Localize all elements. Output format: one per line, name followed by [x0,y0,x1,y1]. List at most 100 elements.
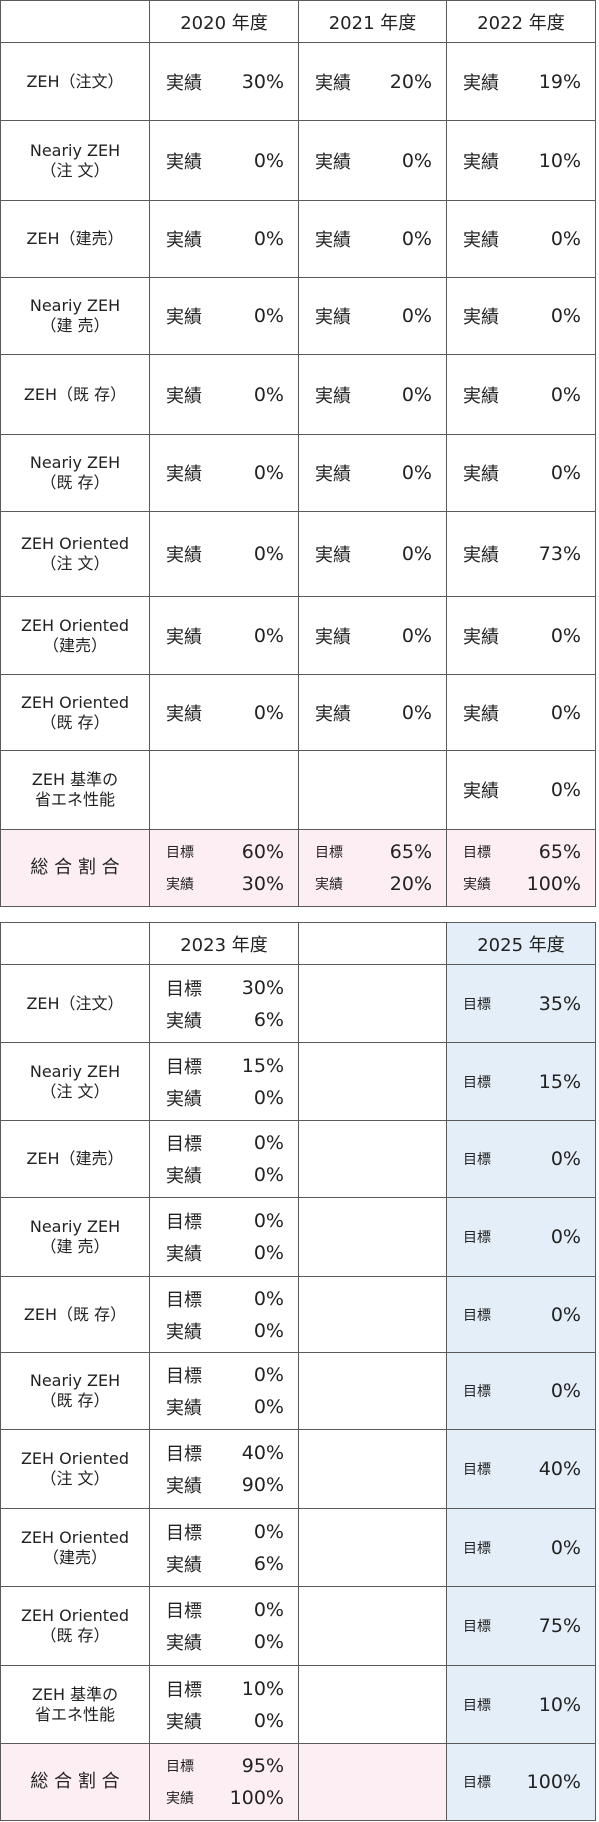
value-percent: 0% [253,543,284,565]
year-cell: 実績 0% [446,277,596,355]
empty-cell [298,1276,447,1353]
value-percent: 95% [241,1755,284,1777]
value-percent: 0% [253,1287,284,1310]
empty-cell [298,1042,447,1121]
year-2023-cell: 目標 15% 実績 0% [149,1042,299,1121]
year-cell: 実績 0% [149,200,299,278]
value-kind: 目標 [166,845,194,861]
value-kind: 目標 [166,1679,202,1701]
result-row: 実績 100% [447,871,595,897]
header-row: 2023 年度 2025 年度 [0,922,596,965]
value-row: 実績 0% [447,623,595,649]
target-row: 目標 95% [150,1753,298,1779]
row-label: ZEH Oriented （既 存） [0,674,150,751]
value-percent: 0% [401,383,432,406]
value-kind: 実績 [315,703,351,725]
year-2023-cell: 目標 0% 実績 6% [149,1508,299,1587]
target-row: 目標 0% [447,1380,595,1402]
year-cell: 実績 0% [446,434,596,512]
table-row: Neariy ZEH （既 存） 実績 0% 実績 0% 実績 0% [0,434,596,512]
result-row: 実績 0% [150,1162,298,1188]
year-cell: 実績 0% [298,674,447,751]
table-row: ZEH（注文） 目標 30% 実績 6% 目標 35% [0,964,596,1043]
row-label-line: ZEH（既 存） [23,1304,127,1324]
value-percent: 0% [253,305,284,327]
value-kind: 目標 [463,1775,491,1791]
value-kind: 目標 [463,1384,491,1400]
value-row: 実績 0% [150,541,298,567]
value-percent: 0% [253,1210,284,1232]
year-2025-cell: 目標 0% [446,1120,596,1198]
value-kind: 目標 [166,1444,202,1465]
value-row: 実績 0% [150,382,298,408]
target-row: 目標 65% [299,839,446,865]
value-row: 実績 0% [299,700,446,726]
target-result-pair: 目標 60% 実績 30% [150,839,298,897]
year-2023-cell: 目標 0% 実績 0% [149,1120,299,1198]
value-kind: 実績 [463,72,499,94]
value-kind: 実績 [166,307,202,328]
value-kind: 実績 [166,703,202,725]
value-percent: 0% [401,149,432,172]
target-result-pair: 目標 0% 実績 0% [150,1286,298,1344]
header-empty [298,922,447,965]
value-kind: 実績 [315,545,351,566]
row-label-line: ZEH Oriented [20,534,130,553]
value-kind: 実績 [166,1476,202,1497]
row-label-line: （建 売） [40,1237,110,1256]
table-row: ZEH（注文） 実績 30% 実績 20% 実績 19% [0,42,596,121]
value-percent: 0% [253,624,284,647]
target-row: 目標 0% [447,1148,595,1170]
value-percent: 0% [550,701,581,724]
row-label: ZEH 基準の 省エネ性能 [0,750,150,830]
result-row: 実績 30% [150,871,298,897]
value-percent: 0% [253,462,284,484]
row-label: ZEH（既 存） [0,354,150,435]
value-kind: 実績 [315,72,351,94]
row-label-line: （注 文） [40,1081,110,1101]
table-row: ZEH（建売） 目標 0% 実績 0% 目標 0% [0,1120,596,1198]
value-kind: 実績 [166,1791,194,1807]
table-row: Neariy ZEH （建 売） 目標 0% 実績 0% 目標 0% [0,1197,596,1277]
value-kind: 実績 [166,545,202,566]
row-label-line: 省エネ性能 [34,1704,115,1724]
value-row: 実績 0% [299,460,446,486]
value-row: 実績 0% [299,623,446,649]
year-cell: 実績 0% [298,434,447,512]
table-row: ZEH Oriented （既 存） 実績 0% 実績 0% 実績 0% [0,674,596,751]
row-label-line: ZEH 基準の [31,1684,119,1704]
value-row: 実績 73% [447,541,595,567]
year-cell: 実績 0% [446,750,596,830]
value-kind: 実績 [315,877,343,893]
value-kind: 目標 [166,1759,194,1775]
value-percent: 0% [253,1396,284,1418]
value-row: 実績 19% [447,69,595,95]
value-percent: 75% [538,1615,581,1637]
value-percent: 30% [241,873,284,895]
value-kind: 実績 [315,385,351,407]
result-row: 実績 0% [150,1708,298,1734]
row-label-line: （注 文） [40,554,110,573]
value-kind: 実績 [463,877,491,893]
value-percent: 0% [253,1242,284,1264]
value-percent: 35% [538,992,581,1015]
value-percent: 0% [253,1364,284,1386]
result-row: 実績 0% [150,1394,298,1420]
value-row: 実績 0% [299,541,446,567]
year-cell: 実績 0% [149,277,299,355]
row-label-line: ZEH Oriented [20,1527,130,1547]
total-row: 総 合 割 合目標 60% 実績 30% 目標 65% 実績 20% 目標 65% 実績 100% [0,829,596,907]
value-row: 実績 0% [150,303,298,329]
value-row: 実績 0% [447,460,595,486]
value-kind: 実績 [315,464,351,485]
value-kind: 実績 [463,151,499,173]
empty-cell [298,1352,447,1430]
value-kind: 目標 [463,1074,491,1091]
year-cell: 実績 0% [149,120,299,201]
year-2025-cell: 目標 0% [446,1352,596,1430]
value-kind: 目標 [315,845,343,861]
table-row: ZEH（既 存） 目標 0% 実績 0% 目標 0% [0,1276,596,1353]
year-cell: 実績 0% [298,511,447,597]
value-percent: 0% [253,1631,284,1653]
target-row: 目標 0% [150,1362,298,1388]
